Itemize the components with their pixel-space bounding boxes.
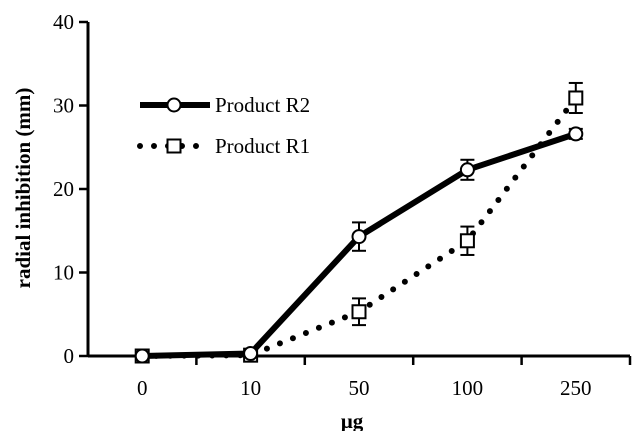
y-tick-label: 30 bbox=[53, 94, 74, 118]
data-point-r2 bbox=[351, 229, 367, 245]
data-point-r1 bbox=[568, 90, 584, 106]
legend-marker-r2 bbox=[166, 97, 182, 113]
legend-label: Product R2 bbox=[215, 93, 310, 117]
x-tick-label: 0 bbox=[137, 376, 148, 400]
series-layer bbox=[134, 81, 584, 364]
x-tick-label: 100 bbox=[452, 376, 484, 400]
legend-marker-r1 bbox=[166, 138, 182, 154]
y-tick-label: 0 bbox=[64, 344, 75, 368]
y-tick-label: 10 bbox=[53, 261, 74, 285]
data-point-r1 bbox=[351, 304, 367, 320]
y-ticks: 0 10 20 30 40 bbox=[53, 10, 88, 368]
data-point-r2 bbox=[243, 345, 259, 361]
y-tick-label: 20 bbox=[53, 177, 74, 201]
y-tick-label: 40 bbox=[53, 10, 74, 34]
data-point-r2 bbox=[134, 348, 150, 364]
legend-label: Product R1 bbox=[215, 134, 310, 158]
data-point-r2 bbox=[568, 126, 584, 142]
x-axis-title: µg bbox=[341, 409, 364, 431]
x-ticks: 0 10 50 100 250 bbox=[137, 356, 632, 400]
data-point-r1 bbox=[459, 233, 475, 249]
y-axis-title: radial inhibition (mm) bbox=[11, 88, 35, 289]
x-tick-label: 250 bbox=[560, 376, 592, 400]
x-tick-label: 10 bbox=[240, 376, 261, 400]
x-tick-label: 50 bbox=[349, 376, 370, 400]
data-point-r2 bbox=[459, 162, 475, 178]
legend: Product R2 Product R1 bbox=[137, 93, 310, 158]
